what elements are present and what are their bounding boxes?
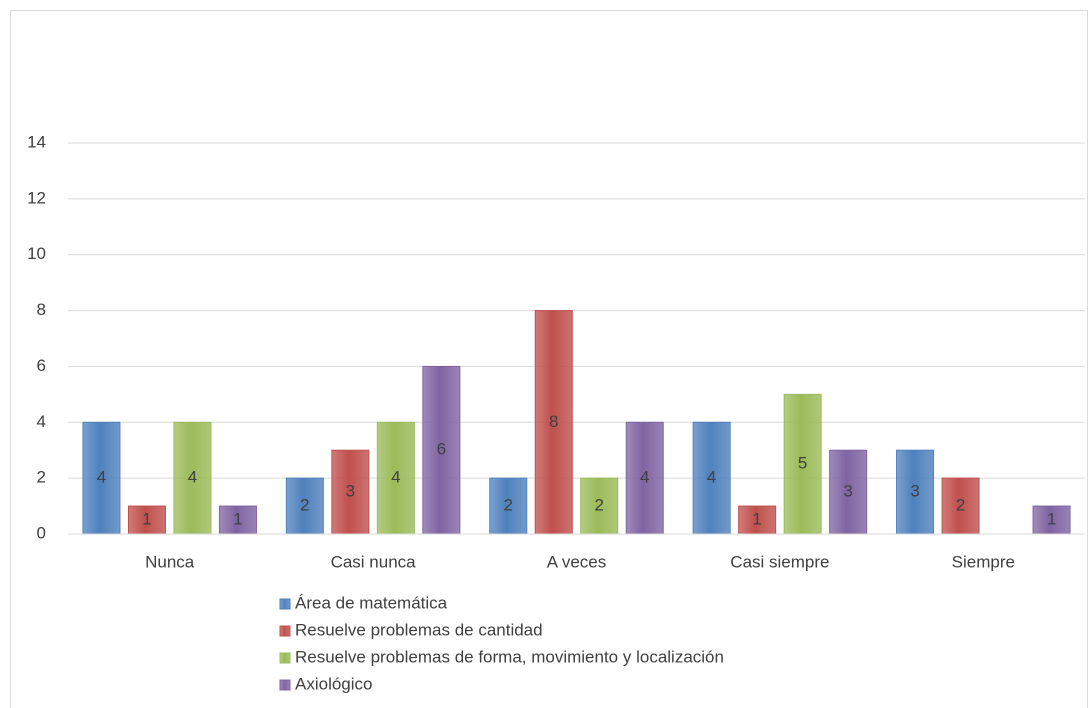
bar xyxy=(376,421,415,535)
bar xyxy=(489,477,528,535)
x-tick-label: Casi nunca xyxy=(331,552,417,571)
y-tick-label: 2 xyxy=(37,468,46,487)
legend-swatch xyxy=(279,598,291,610)
data-label: 4 xyxy=(391,468,400,487)
x-tick-label: Nunca xyxy=(145,552,195,571)
data-label: 2 xyxy=(595,496,604,515)
legend-swatch xyxy=(279,679,291,691)
y-tick-label: 14 xyxy=(27,132,46,151)
bar xyxy=(941,477,980,535)
data-label: 6 xyxy=(437,440,446,459)
data-label: 4 xyxy=(707,468,716,487)
data-label: 3 xyxy=(910,482,919,501)
y-tick-label: 4 xyxy=(37,412,46,431)
data-label: 1 xyxy=(233,510,242,529)
legend-label: Resuelve problemas de forma, movimiento … xyxy=(295,647,724,666)
y-tick-label: 12 xyxy=(27,188,46,207)
data-label: 4 xyxy=(188,468,197,487)
data-label: 3 xyxy=(346,482,355,501)
data-label: 4 xyxy=(640,468,649,487)
x-tick-label: A veces xyxy=(547,552,607,571)
bar xyxy=(534,310,573,535)
data-label: 4 xyxy=(97,468,106,487)
bar xyxy=(692,421,731,535)
data-label: 1 xyxy=(1047,510,1056,529)
bar xyxy=(829,449,868,535)
legend-swatch xyxy=(279,652,291,664)
legend-swatch xyxy=(279,625,291,637)
bar xyxy=(82,421,121,535)
bar xyxy=(783,393,822,535)
data-label: 8 xyxy=(549,412,558,431)
data-label: 1 xyxy=(752,510,761,529)
bar xyxy=(738,505,777,535)
y-tick-label: 10 xyxy=(27,244,46,263)
legend-label: Área de matemática xyxy=(295,593,448,612)
bar xyxy=(331,449,370,535)
y-tick-label: 8 xyxy=(37,300,46,319)
data-label: 2 xyxy=(956,496,965,515)
data-label: 3 xyxy=(843,482,852,501)
bar xyxy=(896,449,935,535)
y-tick-label: 0 xyxy=(37,523,46,542)
bar xyxy=(422,365,461,535)
data-label: 1 xyxy=(142,510,151,529)
x-tick-label: Siempre xyxy=(952,552,1015,571)
legend-label: Resuelve problemas de cantidad xyxy=(295,620,543,639)
y-tick-label: 6 xyxy=(37,356,46,375)
legend-label: Axiológico xyxy=(295,674,373,693)
bar xyxy=(1032,505,1071,535)
bar xyxy=(580,477,619,535)
data-label: 2 xyxy=(300,496,309,515)
bar xyxy=(625,421,664,535)
data-label: 2 xyxy=(504,496,513,515)
x-tick-label: Casi siempre xyxy=(730,552,829,571)
data-label: 5 xyxy=(798,454,807,473)
chart-border xyxy=(10,10,1088,708)
